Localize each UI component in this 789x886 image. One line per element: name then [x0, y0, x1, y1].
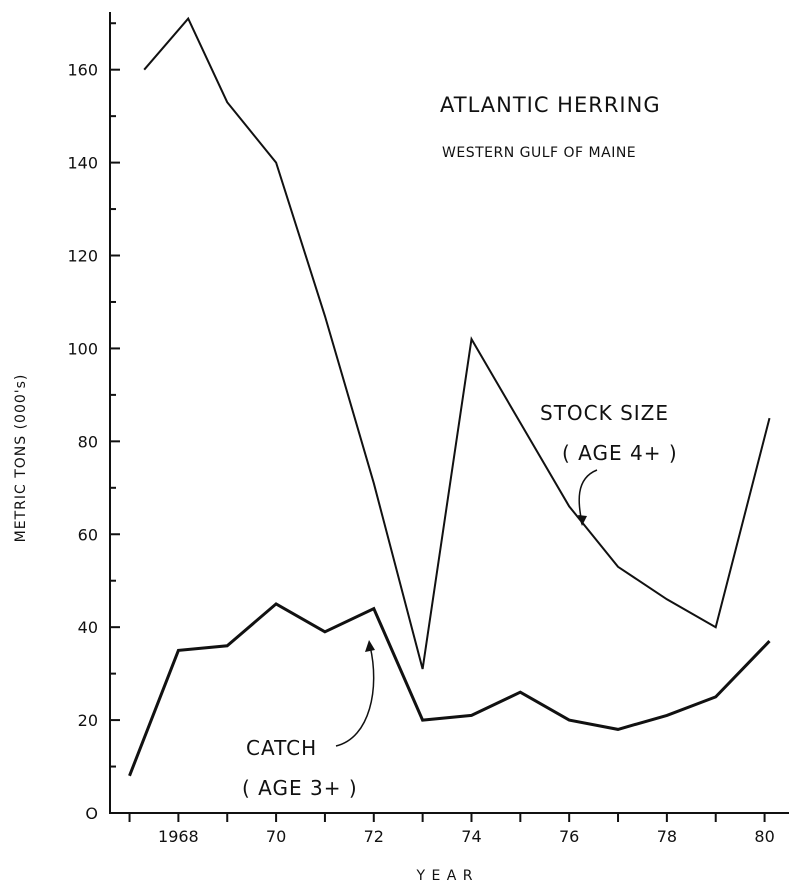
catch-age-annotation: ( AGE 3+ ) — [242, 776, 358, 800]
y-tick-label: 100 — [67, 339, 98, 358]
y-tick-label: 60 — [78, 525, 98, 544]
y-tick-label: O — [85, 804, 98, 823]
chart-subtitle: WESTERN GULF OF MAINE — [442, 145, 636, 161]
axes-frame — [109, 12, 789, 814]
y-tick-label: 80 — [78, 432, 98, 451]
y-tick-label: 40 — [78, 618, 98, 637]
y-tick-label: 20 — [78, 711, 98, 730]
y-tick-label: 120 — [67, 247, 98, 266]
catch-annotation-arrow — [335, 645, 375, 747]
y-tick-label: 140 — [67, 154, 98, 173]
stock-arrowhead-icon — [578, 515, 587, 526]
y-tick-label: 160 — [67, 61, 98, 80]
tick-labels: O 20 40 60 80 100 120 140 160 1968 70 72 74 76 78 80 — [67, 61, 774, 846]
x-tick-label: 78 — [657, 827, 677, 846]
series-line-catch — [128, 602, 771, 777]
catch-arrowhead-icon — [365, 640, 375, 652]
x-tick-label: 74 — [461, 827, 481, 846]
x-tick-label: 1968 — [158, 827, 199, 846]
chart-title: ATLANTIC HERRING — [440, 93, 661, 117]
catch-annotation: CATCH — [246, 736, 317, 760]
series-line-stock-size — [143, 16, 771, 670]
x-tick-label: 70 — [266, 827, 286, 846]
stock-size-annotation: STOCK SIZE — [540, 401, 669, 425]
x-tick-label: 80 — [754, 827, 774, 846]
stock-age-annotation: ( AGE 4+ ) — [562, 441, 678, 465]
x-tick-label: 72 — [364, 827, 384, 846]
y-axis-title: METRIC TONS (000's) — [13, 374, 29, 543]
x-axis-title: Y E A R — [415, 868, 473, 884]
x-tick-label: 76 — [559, 827, 579, 846]
